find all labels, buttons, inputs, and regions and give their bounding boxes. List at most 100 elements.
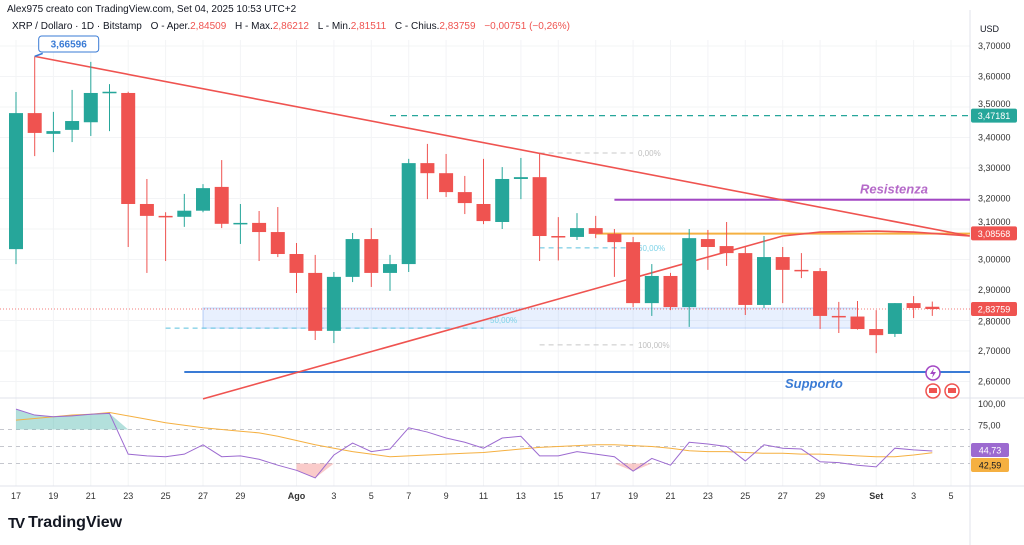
candle-bearish[interactable] — [139, 203, 154, 216]
fib-level-label: 0,00% — [638, 149, 661, 158]
candle-bullish[interactable] — [83, 92, 98, 123]
candle-bearish[interactable] — [457, 192, 472, 204]
candle-bearish[interactable] — [719, 246, 734, 254]
candle-bearish[interactable] — [813, 271, 828, 316]
price-tag — [971, 226, 1017, 241]
support-label: Supporto — [785, 376, 843, 391]
candle-bullish[interactable] — [495, 178, 510, 222]
candle-bullish[interactable] — [177, 210, 192, 217]
candle-bullish[interactable] — [65, 121, 80, 130]
candle-bearish[interactable] — [831, 315, 846, 318]
rsi-line[interactable] — [15, 408, 933, 479]
candle-bearish[interactable] — [794, 269, 809, 272]
candle-bullish[interactable] — [682, 238, 697, 308]
candle-bearish[interactable] — [869, 329, 884, 336]
fib-level-label: 100,00% — [638, 341, 670, 350]
price-axis-tick: 3,00000 — [978, 255, 1011, 265]
price-axis-tick: 3,40000 — [978, 133, 1011, 143]
candle-bullish[interactable] — [46, 131, 61, 134]
price-axis-tick: 3,50000 — [978, 99, 1011, 109]
support-zone[interactable] — [202, 307, 858, 329]
candle-bearish[interactable] — [121, 92, 136, 204]
high-callout-label: 3,66596 — [51, 40, 88, 51]
price-axis-tick: 3,60000 — [978, 72, 1011, 82]
candle-bullish[interactable] — [570, 228, 584, 237]
rsi-ma-value-tag — [971, 457, 1009, 472]
candle-bullish[interactable] — [401, 163, 416, 265]
candle-bullish[interactable] — [383, 264, 397, 273]
candle-bullish[interactable] — [326, 276, 341, 331]
candle-bearish[interactable] — [738, 253, 753, 305]
time-axis-tick: 27 — [198, 491, 208, 501]
candle-bearish[interactable] — [270, 232, 285, 255]
candle-bearish[interactable] — [252, 222, 267, 233]
time-axis-tick: 13 — [516, 491, 526, 501]
lightning-glyph — [930, 368, 936, 378]
candle-bearish[interactable] — [476, 203, 491, 222]
rsi-axis-tick: 75,00 — [978, 420, 1001, 430]
rsi-value-tag — [971, 442, 1009, 457]
tradingview-logo-icon: TV — [8, 514, 25, 532]
candle-bearish[interactable] — [626, 242, 641, 304]
price-axis-tick: 2,80000 — [978, 317, 1011, 327]
candle-bullish[interactable] — [9, 113, 23, 250]
candle-bearish[interactable] — [663, 275, 678, 308]
price-axis-tick: 3,70000 — [978, 41, 1011, 51]
low-label: L - Min. — [317, 21, 351, 32]
candle-bullish[interactable] — [644, 275, 659, 304]
candle-bearish[interactable] — [289, 254, 304, 273]
candle-bearish[interactable] — [420, 163, 435, 174]
price-tag — [971, 302, 1017, 317]
candle-bearish[interactable] — [850, 316, 865, 330]
candle-bearish[interactable] — [27, 113, 42, 133]
candle-bearish[interactable] — [214, 186, 229, 224]
candle-bearish[interactable] — [158, 215, 173, 218]
price-axis-tick: 3,30000 — [978, 163, 1011, 173]
candle-bullish[interactable] — [513, 177, 528, 179]
time-axis-tick: Ago — [288, 491, 306, 501]
candle-bullish[interactable] — [757, 257, 771, 305]
close-value: 2,83759 — [439, 21, 476, 32]
candle-bullish[interactable] — [345, 239, 360, 277]
time-axis-tick: 9 — [444, 491, 449, 501]
candle-bearish[interactable] — [308, 272, 323, 331]
time-axis-tick: 27 — [778, 491, 788, 501]
time-axis-tick: 19 — [48, 491, 58, 501]
time-axis-tick: 5 — [369, 491, 374, 501]
descending-trendline[interactable] — [34, 55, 970, 237]
price-tag-label: 3,08568 — [978, 229, 1011, 239]
candle-bearish[interactable] — [925, 306, 940, 310]
candle-bullish[interactable] — [887, 303, 902, 334]
high-callout-box[interactable] — [38, 35, 100, 53]
candle-bullish[interactable] — [102, 91, 117, 94]
time-axis-tick: 17 — [11, 491, 21, 501]
high-label: H - Max. — [235, 21, 273, 32]
candle-bearish[interactable] — [700, 239, 715, 247]
symbol-name[interactable]: XRP / Dollaro · 1D · Bitstamp — [12, 21, 142, 32]
candle-bearish[interactable] — [607, 233, 622, 243]
candle-bearish[interactable] — [775, 257, 790, 270]
candle-bullish[interactable] — [233, 222, 248, 225]
time-axis-tick: 29 — [235, 491, 245, 501]
price-tag-label: 2,83759 — [978, 305, 1011, 315]
candle-bearish[interactable] — [532, 177, 547, 237]
price-axis-tick: 3,10000 — [978, 217, 1011, 227]
price-tag-label: 3,47181 — [978, 111, 1011, 121]
candle-bearish[interactable] — [439, 173, 454, 193]
rsi-ma-line[interactable] — [15, 411, 933, 458]
candle-bearish[interactable] — [551, 236, 566, 238]
price-axis-tick: 2,60000 — [978, 377, 1011, 387]
candle-bearish[interactable] — [588, 228, 603, 234]
time-axis-tick: 11 — [479, 491, 488, 501]
close-label: C - Chius. — [394, 21, 440, 32]
time-axis-tick: Set — [869, 491, 883, 501]
candle-bearish[interactable] — [364, 239, 379, 273]
candle-bullish[interactable] — [196, 188, 210, 211]
us-flag-glyph — [948, 388, 956, 393]
time-axis-tick: 21 — [86, 491, 96, 501]
price-axis-tick: 2,70000 — [978, 346, 1011, 356]
price-axis-tick: 2,90000 — [978, 285, 1011, 295]
rsi-overbought-fill — [16, 409, 129, 430]
candle-bearish[interactable] — [906, 303, 921, 308]
